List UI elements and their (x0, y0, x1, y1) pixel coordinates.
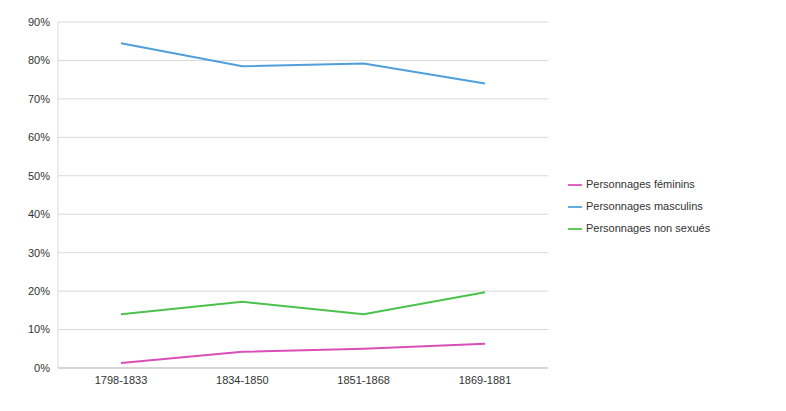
svg-text:70%: 70% (28, 93, 50, 105)
html-text:Personnages masculins: Personnages masculins (586, 199, 703, 212)
svg-text:1834-1850: 1834-1850 (216, 374, 269, 386)
svg-text:20%: 20% (28, 285, 50, 297)
svg-text:30%: 30% (28, 247, 50, 259)
svg-text:0%: 0% (34, 362, 50, 374)
svg-text:80%: 80% (28, 54, 50, 66)
svg-text:1851-1868: 1851-1868 (337, 374, 390, 386)
svg-text:1798-1833: 1798-1833 (95, 374, 148, 386)
svg-text:1869-1881: 1869-1881 (459, 374, 512, 386)
svg-text:90%: 90% (28, 16, 50, 28)
svg-text:10%: 10% (28, 323, 50, 335)
svg-text:60%: 60% (28, 131, 50, 143)
svg-text:50%: 50% (28, 170, 50, 182)
svg-text:40%: 40% (28, 208, 50, 220)
html-text:Personnages non sexués: Personnages non sexués (586, 221, 711, 234)
html-text:Personnages féminins: Personnages féminins (586, 177, 695, 190)
